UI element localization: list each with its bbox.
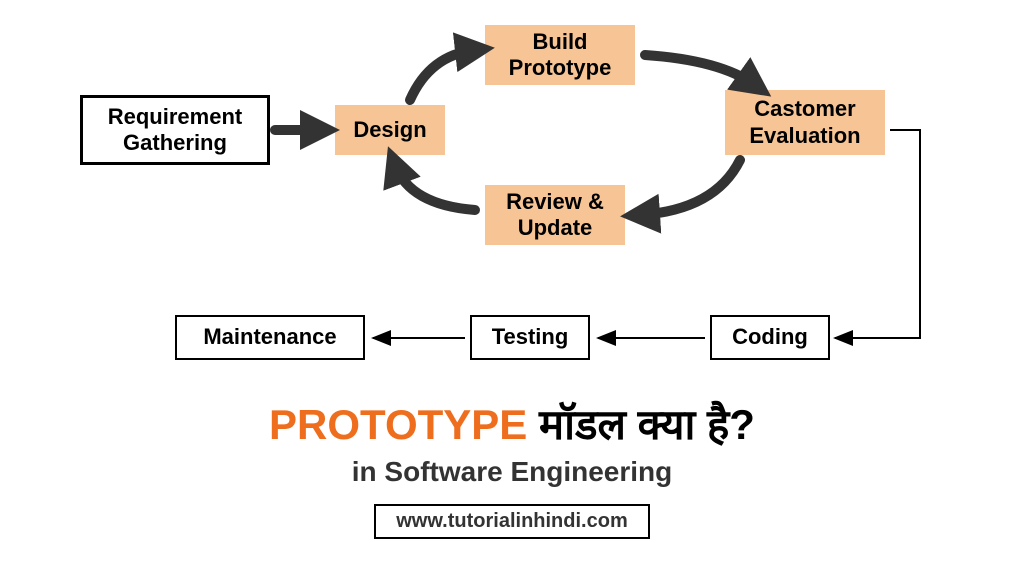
node-label: Review &Update xyxy=(506,189,604,242)
node-testing: Testing xyxy=(470,315,590,360)
node-label: Design xyxy=(353,117,426,143)
node-label: RequirementGathering xyxy=(108,104,242,157)
node-maintenance: Maintenance xyxy=(175,315,365,360)
node-label: BuildPrototype xyxy=(509,29,612,82)
node-review-update: Review &Update xyxy=(485,185,625,245)
node-label: Maintenance xyxy=(203,324,336,350)
title-area: PROTOTYPE मॉडल क्या है? in Software Engi… xyxy=(0,395,1024,539)
node-customer-evaluation: CastomerEvaluation xyxy=(725,90,885,155)
node-label: Coding xyxy=(732,324,808,350)
node-coding: Coding xyxy=(710,315,830,360)
node-requirement-gathering: RequirementGathering xyxy=(80,95,270,165)
node-label: Testing xyxy=(492,324,569,350)
node-build-prototype: BuildPrototype xyxy=(485,25,635,85)
node-design: Design xyxy=(335,105,445,155)
title-part2: मॉडल क्या है? xyxy=(539,401,755,448)
title-part1: PROTOTYPE xyxy=(269,401,539,448)
title-line1: PROTOTYPE मॉडल क्या है? xyxy=(0,395,1024,452)
subtitle: in Software Engineering xyxy=(0,456,1024,488)
node-label: CastomerEvaluation xyxy=(749,96,860,149)
url-box: www.tutorialinhindi.com xyxy=(374,504,649,539)
